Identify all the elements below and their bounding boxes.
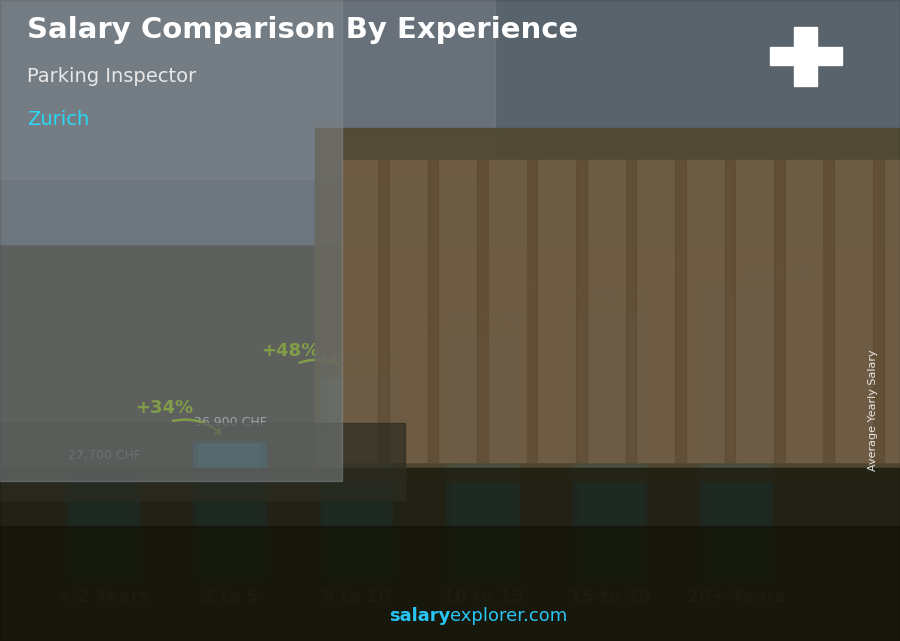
Text: +34%: +34% (135, 399, 193, 417)
Bar (700, 292, 705, 577)
Bar (452, 336, 515, 343)
Bar (320, 379, 325, 577)
Text: +8%: +8% (651, 256, 696, 274)
Bar (477, 160, 488, 462)
Bar (378, 160, 389, 462)
Bar (0, 0, 342, 481)
Text: +9%: +9% (521, 278, 567, 296)
Text: 66,600 CHF: 66,600 CHF (447, 311, 520, 324)
Bar (261, 443, 266, 577)
Bar (770, 47, 842, 65)
Bar (135, 476, 140, 577)
Bar (446, 336, 520, 577)
Text: 78,600 CHF: 78,600 CHF (743, 269, 816, 281)
Bar (193, 440, 266, 443)
Bar (700, 292, 773, 577)
Bar (320, 374, 393, 379)
Text: Parking Inspector: Parking Inspector (27, 67, 196, 87)
Bar (0, 0, 495, 179)
Bar (67, 476, 140, 577)
Bar (67, 476, 71, 577)
Bar (388, 379, 393, 577)
Bar (0, 468, 900, 641)
Text: +48%: +48% (262, 342, 320, 360)
Bar (325, 379, 388, 385)
Bar (342, 160, 900, 462)
Text: 72,600 CHF: 72,600 CHF (574, 290, 647, 303)
Text: 27,700 CHF: 27,700 CHF (68, 449, 140, 462)
Text: 54,600 CHF: 54,600 CHF (321, 353, 394, 367)
Bar (573, 307, 647, 314)
Bar (573, 314, 579, 577)
Bar (579, 314, 642, 322)
Bar (873, 160, 884, 462)
Text: Salary Comparison By Experience: Salary Comparison By Experience (27, 16, 578, 44)
Bar (675, 160, 686, 462)
Bar (71, 476, 135, 479)
Bar (515, 336, 520, 577)
Text: Zurich: Zurich (27, 110, 89, 129)
Bar (67, 474, 140, 476)
Bar (824, 160, 834, 462)
Bar (526, 160, 537, 462)
Text: Average Yearly Salary: Average Yearly Salary (868, 349, 878, 471)
Bar (769, 292, 773, 577)
Bar (193, 443, 198, 577)
Bar (193, 443, 266, 577)
Bar (724, 160, 735, 462)
Bar (774, 160, 785, 462)
Bar (320, 379, 393, 577)
Text: salary: salary (389, 607, 450, 625)
Bar (705, 292, 769, 301)
Bar (428, 160, 438, 462)
Bar (0, 526, 900, 641)
Bar (576, 160, 587, 462)
Text: 36,900 CHF: 36,900 CHF (194, 416, 267, 429)
Bar (794, 27, 817, 86)
Text: +22%: +22% (388, 309, 446, 327)
Bar (0, 423, 405, 500)
Bar (642, 314, 647, 577)
Bar (446, 329, 520, 336)
Bar (626, 160, 636, 462)
Bar (0, 0, 900, 244)
Bar (198, 443, 261, 447)
Bar (700, 285, 773, 292)
Text: explorer.com: explorer.com (450, 607, 567, 625)
Bar (315, 128, 900, 481)
Bar (573, 314, 647, 577)
Bar (446, 336, 452, 577)
